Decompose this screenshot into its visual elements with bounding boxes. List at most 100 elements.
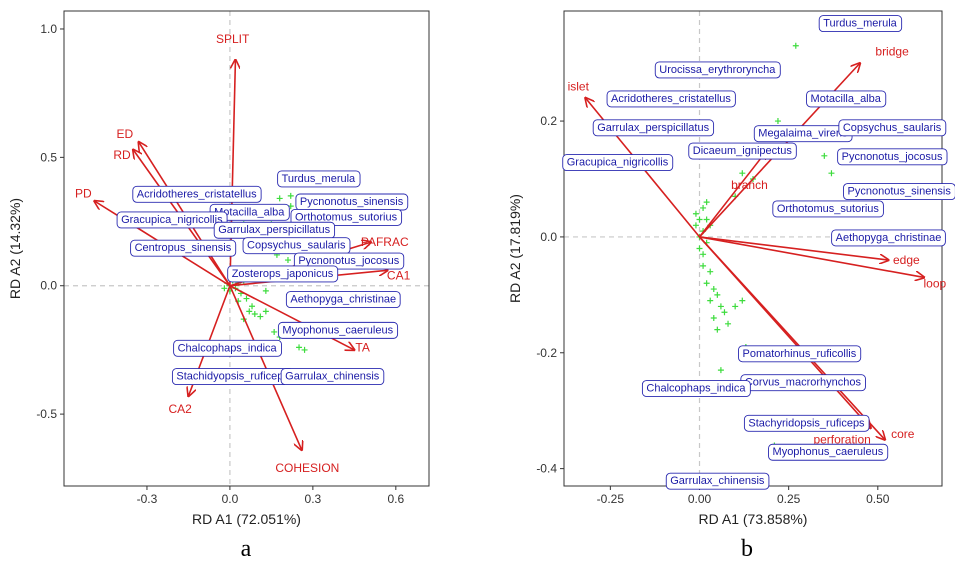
species-box <box>290 208 403 226</box>
sample-point <box>703 216 710 223</box>
species-box <box>227 265 339 283</box>
y-tick-label: 0.5 <box>40 150 57 164</box>
y-tick-label: 0.2 <box>540 114 557 128</box>
sample-point <box>739 170 746 177</box>
sample-point <box>714 326 721 333</box>
vector-label: loop <box>924 276 947 290</box>
vector-arrow <box>229 285 354 350</box>
species-name: Motacilla_alba <box>811 93 882 105</box>
sample-point <box>739 297 746 304</box>
species-box <box>277 170 361 188</box>
species-box <box>654 61 781 79</box>
sample-point <box>221 285 228 292</box>
species-label-box: Motacilla_alba <box>209 203 290 221</box>
species-box <box>641 380 751 397</box>
species-name: Pycnonotus_sinensis <box>300 196 404 208</box>
species-label-box: Orthotomus_sutorius <box>290 208 403 226</box>
species-box <box>665 472 770 490</box>
species-label-box: Acridotheres_cristatellus <box>132 185 262 203</box>
vector-arrow <box>698 236 871 428</box>
species-box <box>837 148 948 166</box>
species-name: Stachidyopsis_ruficeps <box>176 371 289 383</box>
y-tick-label: -0.2 <box>536 346 557 360</box>
species-label-box: Chalcophaps_indica <box>173 339 283 357</box>
species-box <box>768 443 889 461</box>
species-box <box>562 154 674 172</box>
sample-point <box>707 297 714 304</box>
vector-arrow <box>699 236 889 260</box>
species-name: Acridotheres_cristatellus <box>611 93 731 105</box>
species-label-box: Pycnonotus_jocosus <box>837 148 948 166</box>
vector-label: islet <box>568 79 590 93</box>
sample-point <box>696 245 703 252</box>
sample-point <box>243 295 250 302</box>
species-label-box: Orthotomus_sutorius <box>772 200 884 218</box>
species-name: Acridotheres_cristatellus <box>137 188 257 200</box>
species-label-box: Copsychus_saularis <box>242 237 351 255</box>
panel-b: -0.25 0.00 0.25 0.50 -0.4 -0.2 0.0 0.2 RD A1 (73… <box>507 10 955 562</box>
species-label-box: Garrulax_chinensis <box>280 368 385 386</box>
y-tick-label: 0.0 <box>540 230 557 244</box>
panel-letter: b <box>741 536 753 562</box>
sample-point <box>692 210 699 217</box>
sample-point <box>700 262 707 269</box>
sample-point <box>821 152 828 159</box>
vector-label: ED <box>116 127 133 141</box>
sample-point <box>710 286 717 293</box>
vector-arrow <box>698 150 768 238</box>
sample-point <box>301 346 308 353</box>
sample-point <box>287 192 294 199</box>
vector-label: RD <box>113 148 131 162</box>
y-tick-label: 1.0 <box>40 22 57 36</box>
species-label-box: Myophonus_caeruleus <box>768 443 889 461</box>
species-name: Gracupica_nigricollis <box>121 214 223 226</box>
species-label-box: Garrulax_chinensis <box>665 472 770 490</box>
y-tick-label: -0.5 <box>36 407 57 421</box>
species-label-box: Garrulax_perspicillatus <box>213 221 336 239</box>
species-name: Pycnonotus_jocosus <box>298 255 399 267</box>
species-box <box>606 90 736 108</box>
species-label-box: Turdus_merula <box>277 170 361 188</box>
species-box <box>130 239 237 257</box>
sample-point <box>257 313 264 320</box>
species-name: Myophonus_caeruleus <box>282 324 393 336</box>
species-label-box: Centropus_sinensis <box>130 239 237 257</box>
sample-point <box>692 222 699 229</box>
sample-point <box>828 170 835 177</box>
sample-point <box>717 367 724 374</box>
species-label-box: Acridotheres_cristatellus <box>606 90 736 108</box>
y-tick-label: -0.4 <box>536 462 557 476</box>
x-tick-label: 0.6 <box>387 492 404 506</box>
sample-point <box>721 309 728 316</box>
species-label-box: Stachyridopsis_ruficeps <box>743 414 870 432</box>
sample-point <box>774 118 781 125</box>
species-box <box>116 211 228 229</box>
species-name: Motacilla_alba <box>214 206 285 218</box>
vector-label: edge <box>893 253 920 267</box>
vector-label: PAFRAC <box>361 235 409 249</box>
panel-a: -0.3 0.0 0.3 0.6 -0.5 0.0 0.5 1.0 RD A1 (72.051%… <box>7 10 430 562</box>
species-name: Chalcophaps_indica <box>178 342 278 354</box>
sample-point <box>296 344 303 351</box>
species-label-box: Pycnonotus_sinensis <box>295 193 409 211</box>
species-box <box>838 119 947 137</box>
y-axis-title: RD A2 (17.819%) <box>507 194 523 303</box>
species-box <box>688 142 797 160</box>
species-label-box: Pomatorhinus_ruficollis <box>738 345 862 363</box>
species-box <box>831 229 946 247</box>
vector-label: SPLIT <box>216 32 250 46</box>
vector-arrow <box>229 285 302 450</box>
species-label-box: Turdus_merula <box>818 15 903 33</box>
sample-point <box>249 303 256 310</box>
species-label-box: Chalcophaps_indica <box>641 380 751 397</box>
species-name: Pomatorhinus_ruficollis <box>742 348 856 360</box>
species-box <box>738 345 862 363</box>
species-label-box: Pycnonotus_jocosus <box>293 252 405 270</box>
species-name: Pycnonotus_sinensis <box>848 186 952 198</box>
x-tick-label: 0.00 <box>688 492 712 506</box>
species-name: Megalaima_virens <box>758 128 848 140</box>
species-label-box: Copsychus_saularis <box>838 119 947 137</box>
species-box <box>280 368 385 386</box>
species-name: Stachyridopsis_ruficeps <box>748 417 865 429</box>
